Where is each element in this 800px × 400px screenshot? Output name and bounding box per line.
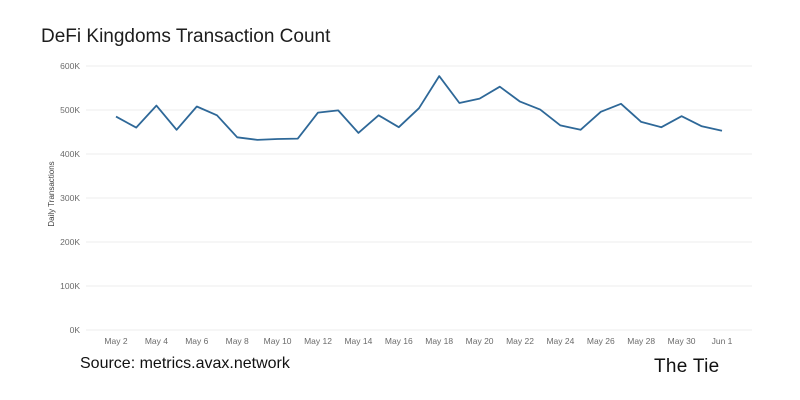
data-point[interactable]	[619, 101, 624, 106]
y-tick-label: 100K	[60, 281, 80, 291]
source-note: Source: metrics.avax.network	[80, 355, 290, 372]
data-point[interactable]	[114, 114, 119, 119]
the-tie-logo: The Tie	[654, 356, 720, 377]
x-tick-label: May 6	[185, 336, 208, 346]
data-point[interactable]	[437, 74, 442, 79]
x-tick-label: May 26	[587, 336, 615, 346]
data-point[interactable]	[457, 100, 462, 105]
data-point[interactable]	[174, 127, 179, 132]
x-axis: May 2 May 4 May 6 May 8 May 10 May 12 May 14 Ma…	[104, 336, 732, 346]
y-tick-label: 300K	[60, 193, 80, 203]
data-point[interactable]	[356, 130, 361, 135]
x-tick-label: May 14	[344, 336, 372, 346]
transactions-line	[115, 75, 723, 141]
data-point[interactable]	[598, 109, 603, 114]
y-tick-label: 0K	[70, 325, 81, 335]
x-tick-label: May 2	[104, 336, 127, 346]
y-tick-label: 600K	[60, 61, 80, 71]
data-point[interactable]	[235, 135, 240, 140]
x-tick-label: May 16	[385, 336, 413, 346]
x-tick-label: May 20	[466, 336, 494, 346]
y-axis: 0K 100K 200K 300K 400K 500K 600K	[60, 61, 80, 335]
x-tick-label: May 4	[145, 336, 168, 346]
x-tick-label: May 12	[304, 336, 332, 346]
y-tick-label: 500K	[60, 105, 80, 115]
x-tick-label: May 10	[264, 336, 292, 346]
data-point[interactable]	[558, 123, 563, 128]
x-tick-label: May 22	[506, 336, 534, 346]
data-point[interactable]	[538, 107, 543, 112]
series-layer	[114, 74, 725, 142]
chart-title: DeFi Kingdoms Transaction Count	[41, 26, 331, 47]
x-tick-label: May 30	[668, 336, 696, 346]
data-point[interactable]	[720, 128, 725, 133]
data-point[interactable]	[154, 103, 159, 108]
data-point[interactable]	[336, 108, 341, 113]
y-tick-label: 400K	[60, 149, 80, 159]
data-point[interactable]	[316, 110, 321, 115]
x-tick-label: May 8	[226, 336, 249, 346]
data-point[interactable]	[679, 114, 684, 119]
x-tick-label: Jun 1	[712, 336, 733, 346]
data-point[interactable]	[215, 113, 220, 118]
data-point[interactable]	[699, 124, 704, 129]
x-tick-label: May 28	[627, 336, 655, 346]
data-point[interactable]	[275, 137, 280, 142]
data-point[interactable]	[518, 99, 523, 104]
data-point[interactable]	[417, 106, 422, 111]
data-point[interactable]	[659, 125, 664, 130]
y-tick-label: 200K	[60, 237, 80, 247]
x-tick-label: May 18	[425, 336, 453, 346]
data-point[interactable]	[477, 96, 482, 101]
data-point[interactable]	[295, 136, 300, 141]
data-point[interactable]	[255, 137, 260, 142]
data-point[interactable]	[194, 104, 199, 109]
data-point[interactable]	[639, 119, 644, 124]
grid-lines	[86, 65, 752, 331]
data-point[interactable]	[134, 125, 139, 130]
data-point[interactable]	[578, 127, 583, 132]
x-tick-label: May 24	[546, 336, 574, 346]
data-point[interactable]	[396, 125, 401, 130]
y-axis-title: Daily Transactions	[47, 161, 56, 226]
data-point[interactable]	[376, 113, 381, 118]
data-point[interactable]	[497, 84, 502, 89]
